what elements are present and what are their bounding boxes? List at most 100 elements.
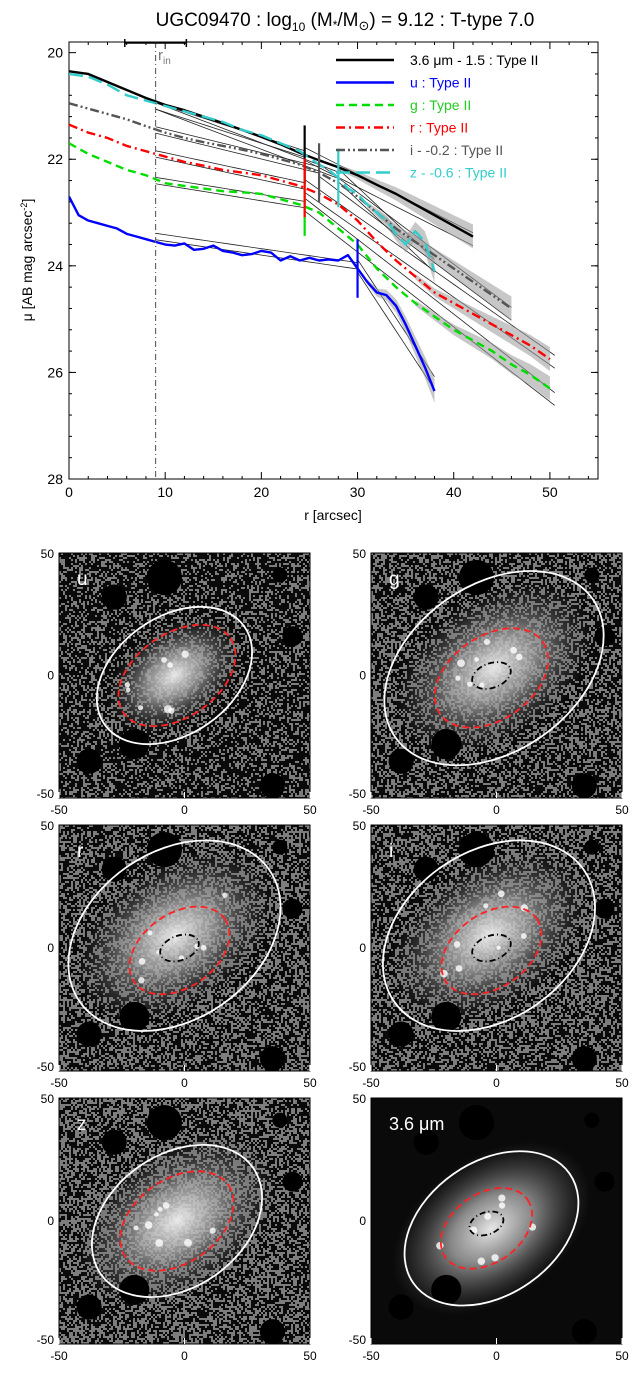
legend-label: 3.6 μm - 1.5 : Type II: [410, 52, 538, 68]
x-tick-label: 40: [446, 484, 462, 500]
star-knot: [515, 653, 523, 661]
panel-noise: [59, 553, 310, 798]
panel-noise: [59, 1098, 310, 1344]
panel-x-tick-label: 50: [615, 803, 629, 817]
star-knot: [162, 1202, 170, 1209]
star-knot: [138, 957, 146, 965]
mask-circle: [282, 626, 303, 647]
panel-y-tick-label: -50: [349, 787, 367, 801]
series-line: [69, 142, 551, 390]
mask-circle: [458, 1105, 494, 1141]
mask-circle: [594, 1171, 615, 1192]
y-axis-label: μ [AB mag arcsec-2]: [19, 199, 35, 322]
image-panel: -50 50 0 0 50 -50 3.6 μm: [349, 1092, 629, 1363]
rin-label: rin: [158, 47, 171, 67]
mask-circle: [146, 559, 182, 596]
mask-circle: [571, 1046, 597, 1071]
star-knot: [161, 657, 168, 663]
legend: 3.6 μm - 1.5 : Type II u : Type II g : Typ…: [336, 52, 538, 181]
mask-circle: [413, 584, 439, 610]
star-knot: [163, 705, 172, 713]
panel-x-tick-label: -50: [362, 1076, 380, 1090]
panel-x-tick-label: -50: [50, 1076, 68, 1090]
legend-label: z - -0.6 : Type II: [410, 165, 507, 181]
star-knot: [436, 1241, 444, 1250]
mask-circle: [76, 1021, 102, 1047]
star-knot: [147, 930, 153, 936]
star-knot: [457, 659, 465, 668]
star-knot: [155, 1239, 164, 1247]
star-knot: [138, 977, 145, 984]
outer-ellipse: [403, 1150, 580, 1307]
y-tick-label: 22: [47, 151, 63, 167]
star-knot: [483, 903, 489, 909]
rin-marker: [124, 39, 188, 479]
star-knot: [137, 705, 144, 711]
star-knot: [453, 941, 461, 948]
panel-x-tick-label: 0: [181, 803, 188, 817]
panel-x-tick-label: 0: [181, 1349, 188, 1363]
image-panels: -50500050-50u-50500050-50g-50500050-50r-…: [37, 547, 629, 1363]
star-knot: [455, 965, 463, 972]
star-knot: [157, 1206, 163, 1212]
error-band: [415, 273, 550, 372]
mask-circle: [282, 898, 303, 919]
mask-circle: [458, 832, 494, 868]
mask-circle: [594, 898, 615, 919]
sky-noise: [59, 553, 310, 798]
y-tick-label: 26: [47, 364, 63, 380]
panel-noise: [388, 1105, 615, 1344]
inner-ellipse: [440, 905, 543, 996]
error-band: [367, 279, 435, 404]
mask-circle: [119, 729, 150, 760]
mask-circle: [431, 1001, 462, 1032]
fit-line: [155, 239, 435, 390]
inner-ellipse: [119, 1170, 235, 1272]
star-knot: [491, 1254, 499, 1262]
x-tick-label: 10: [157, 484, 173, 500]
panel-y-tick-label: 0: [47, 941, 54, 955]
x-tick-label: 20: [254, 484, 270, 500]
core-ellipse: [159, 933, 200, 963]
series-line: [69, 70, 474, 238]
panel-x-tick-label: 50: [615, 1349, 629, 1363]
star-knot: [497, 890, 505, 898]
chart-title: UGC09470 : log10 (M*/M⊙) = 9.12 : T-type…: [156, 10, 535, 34]
panel-y-tick-label: 0: [47, 1214, 54, 1228]
image-panel: -50 50 0 0 50 -50 r: [37, 819, 317, 1090]
panel-noise: [59, 825, 310, 1071]
panel-x-tick-label: 0: [493, 803, 500, 817]
panel-x-tick-label: -50: [50, 803, 68, 817]
panel-y-tick-label: 0: [359, 941, 366, 955]
star-knot: [184, 1238, 192, 1247]
error-band: [338, 164, 473, 249]
series-line: [69, 123, 551, 361]
mask-circle: [259, 1046, 285, 1071]
core-ellipse: [468, 1210, 505, 1237]
star-knot: [200, 944, 207, 951]
star-knot: [467, 681, 473, 687]
star-knot: [483, 638, 491, 645]
mask-circle: [282, 1171, 303, 1192]
galaxy-glow: [392, 1142, 591, 1315]
mask-circle: [571, 1319, 597, 1344]
panel-y-tick-label: -50: [37, 1060, 55, 1074]
mask-circle: [101, 1129, 127, 1155]
star-knot: [484, 1212, 492, 1220]
outer-ellipse: [67, 839, 282, 1032]
star-knot: [479, 682, 485, 688]
mask-circle: [388, 748, 414, 774]
panel-label: r: [77, 841, 84, 862]
panel-label: 3.6 μm: [389, 1114, 444, 1134]
panel-x-tick-label: 50: [303, 803, 317, 817]
star-knot: [498, 1194, 506, 1202]
y-tick-label: 20: [47, 45, 63, 61]
panel-label: i: [389, 841, 393, 862]
star-knot: [498, 1202, 506, 1209]
star-knot: [496, 945, 501, 950]
galaxy-glow: [106, 616, 243, 735]
mask-circle: [146, 1105, 182, 1141]
star-knot: [474, 657, 479, 662]
inner-ellipse: [128, 905, 231, 996]
mask-circle: [259, 773, 285, 798]
